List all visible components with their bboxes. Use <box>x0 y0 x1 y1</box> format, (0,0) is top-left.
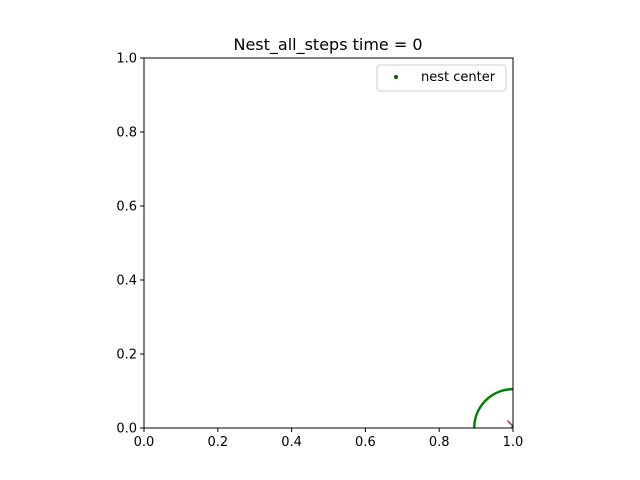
x-tick-label: 0.8 <box>429 435 450 450</box>
legend-marker-nest-center <box>394 75 398 79</box>
x-tick-label: 0.2 <box>207 435 228 450</box>
ant-path-segment <box>506 420 513 427</box>
y-tick-label: 0.0 <box>116 422 137 437</box>
x-tick-label: 0.0 <box>134 435 155 450</box>
chart-title: Nest_all_steps time = 0 <box>233 35 422 55</box>
legend: nest center <box>376 64 507 92</box>
x-tick-label: 0.4 <box>281 435 302 450</box>
y-tick-label: 0.4 <box>116 274 137 289</box>
y-tick-label: 0.8 <box>116 126 137 141</box>
y-tick-label: 0.6 <box>116 200 137 215</box>
axes-frame <box>143 57 514 429</box>
y-tick-label: 0.2 <box>116 348 137 363</box>
x-axis: 0.0 0.2 0.4 0.6 0.8 1.0 <box>134 428 524 450</box>
y-tick-label: 1.0 <box>116 52 137 67</box>
legend-box <box>376 64 507 92</box>
x-tick-label: 1.0 <box>503 435 524 450</box>
x-tick-label: 0.6 <box>355 435 376 450</box>
y-axis: 0.0 0.2 0.4 0.6 0.8 1.0 <box>116 52 144 437</box>
legend-label-nest-center: nest center <box>421 70 496 85</box>
